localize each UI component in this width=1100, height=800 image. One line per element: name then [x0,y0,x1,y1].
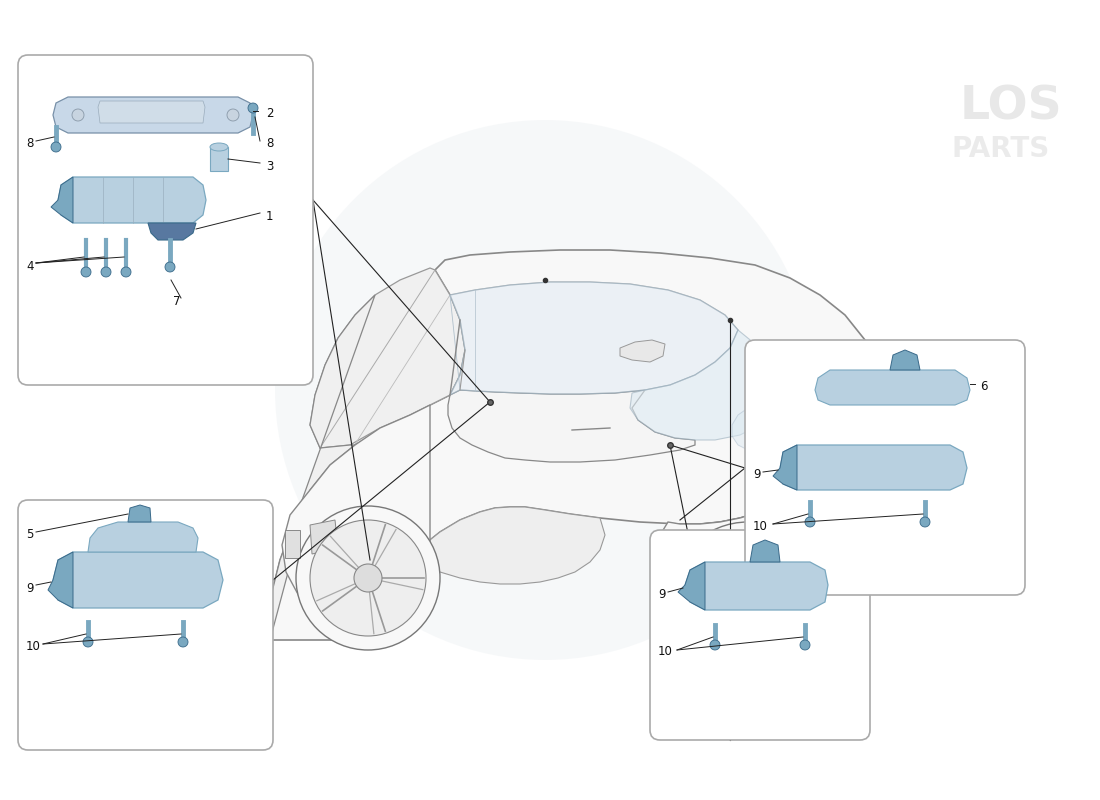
Circle shape [805,517,815,527]
Polygon shape [48,552,73,608]
Circle shape [101,267,111,277]
Text: la passion for...: la passion for... [680,430,790,498]
Text: 9: 9 [26,582,33,595]
Circle shape [310,520,426,636]
Polygon shape [890,350,920,370]
Text: 8: 8 [266,137,274,150]
Circle shape [165,262,175,272]
Polygon shape [450,282,738,395]
Text: 10: 10 [754,520,768,533]
Polygon shape [310,268,465,448]
Text: LOS: LOS [960,85,1063,130]
FancyBboxPatch shape [18,55,314,385]
Polygon shape [732,390,785,450]
FancyBboxPatch shape [745,340,1025,595]
Polygon shape [750,540,780,562]
Text: 10: 10 [26,640,41,653]
Polygon shape [448,390,695,462]
Polygon shape [53,552,223,608]
Text: 9: 9 [754,468,760,481]
Circle shape [121,267,131,277]
FancyBboxPatch shape [650,530,870,740]
Polygon shape [88,522,198,552]
Text: 1: 1 [266,210,274,223]
Ellipse shape [210,143,228,151]
Polygon shape [285,530,300,558]
Text: 5: 5 [26,528,33,541]
Circle shape [296,506,440,650]
Polygon shape [815,370,970,405]
Polygon shape [128,505,151,522]
Text: 7: 7 [173,295,180,308]
Polygon shape [678,562,705,610]
Polygon shape [148,223,196,240]
Circle shape [227,109,239,121]
Polygon shape [685,562,828,610]
Circle shape [920,517,929,527]
Polygon shape [780,445,967,490]
Bar [210,147,228,171]
Circle shape [710,640,720,650]
Polygon shape [654,480,840,646]
Text: 6: 6 [980,380,988,393]
Circle shape [800,640,810,650]
Polygon shape [270,250,886,640]
Text: 3: 3 [266,160,274,173]
Circle shape [72,109,84,121]
Text: 10: 10 [658,645,673,658]
Circle shape [275,120,815,660]
Circle shape [248,103,258,113]
Text: PARTS: PARTS [952,135,1050,163]
Circle shape [354,564,382,592]
Circle shape [733,585,763,615]
Polygon shape [368,507,605,640]
Circle shape [178,637,188,647]
Polygon shape [450,282,738,395]
Text: 9: 9 [658,588,666,601]
Circle shape [686,538,810,662]
Polygon shape [270,295,375,640]
Polygon shape [620,340,666,362]
Text: 4: 4 [26,260,33,273]
Text: 8: 8 [26,137,33,150]
Polygon shape [98,101,205,123]
Polygon shape [773,445,798,490]
Polygon shape [630,330,780,440]
Text: 2: 2 [266,107,274,120]
FancyBboxPatch shape [18,500,273,750]
Polygon shape [53,97,253,133]
Text: since 1985: since 1985 [700,490,861,594]
Circle shape [670,522,826,678]
Polygon shape [282,405,430,628]
Circle shape [51,142,60,152]
Circle shape [81,267,91,277]
Polygon shape [310,520,338,554]
Polygon shape [51,177,73,223]
Polygon shape [58,177,206,223]
Polygon shape [700,415,886,540]
Circle shape [82,637,94,647]
